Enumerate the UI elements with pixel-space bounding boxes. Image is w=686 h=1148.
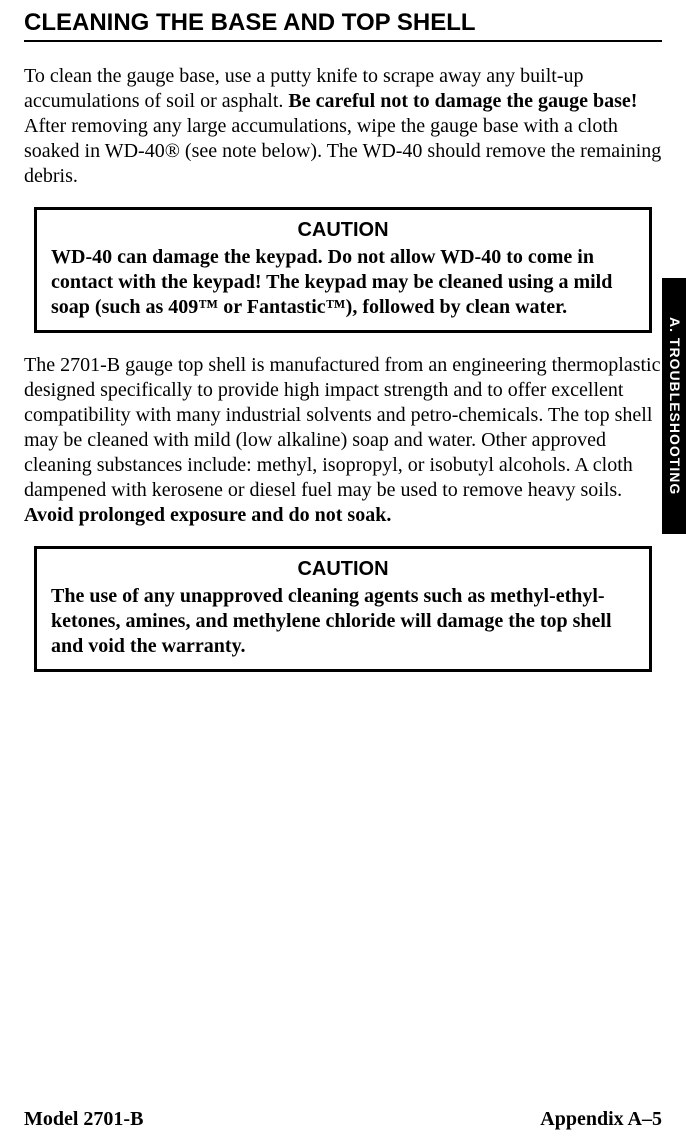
caution-2-body: The use of any unapproved cleaning agent… <box>51 584 635 659</box>
caution1-tm2: ™ <box>326 296 346 318</box>
para2-warning: Avoid prolonged exposure and do not soak… <box>24 504 391 526</box>
footer-page: Appendix A–5 <box>540 1107 662 1132</box>
caution-1-title: CAUTION <box>51 218 635 243</box>
caution1-text-b: or Fantastic <box>218 296 325 318</box>
para2-text-a: The 2701-B gauge top shell is manufactur… <box>24 354 660 501</box>
paragraph-2: The 2701-B gauge top shell is manufactur… <box>24 353 662 528</box>
para1-text-c: After removing any large accumulations, … <box>24 115 661 187</box>
caution1-tm1: ™ <box>198 296 218 318</box>
page-footer: Model 2701-B Appendix A–5 <box>24 1107 662 1132</box>
caution-2-title: CAUTION <box>51 557 635 582</box>
footer-model: Model 2701-B <box>24 1107 143 1132</box>
side-tab-label: A. TROUBLESHOOTING <box>665 317 683 495</box>
side-tab: A. TROUBLESHOOTING <box>662 278 686 534</box>
paragraph-1: To clean the gauge base, use a putty kni… <box>24 64 662 189</box>
caution-box-2: CAUTION The use of any unapproved cleani… <box>34 546 652 672</box>
caution-1-body: WD-40 can damage the keypad. Do not allo… <box>51 245 635 320</box>
caution-box-1: CAUTION WD-40 can damage the keypad. Do … <box>34 207 652 333</box>
caution1-text-c: ), followed by clean water. <box>346 296 567 318</box>
section-heading: CLEANING THE BASE AND TOP SHELL <box>24 8 662 42</box>
para1-warning: Be careful not to damage the gauge base! <box>288 90 637 112</box>
